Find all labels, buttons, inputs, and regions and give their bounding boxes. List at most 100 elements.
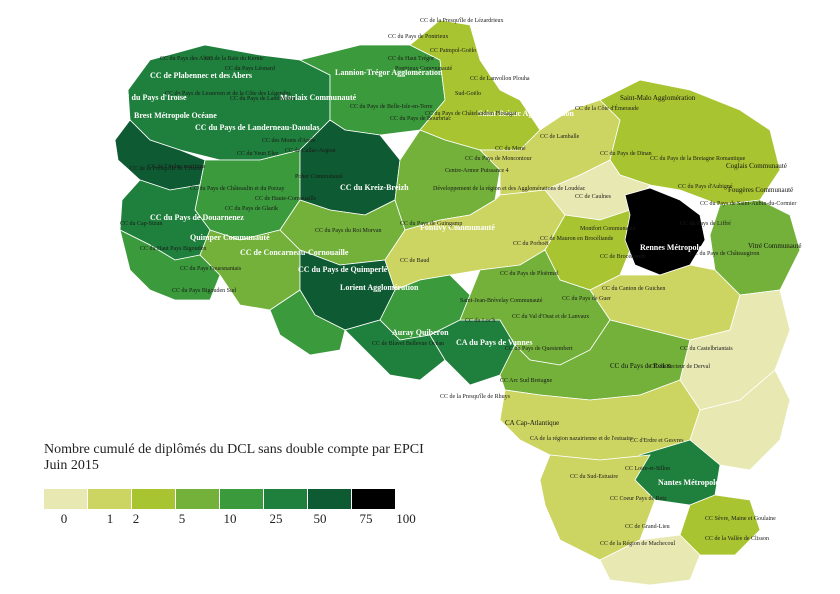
region-label: Pontivy Communauté <box>420 223 495 232</box>
region-label: CC de la Presqu'île de Rhuys <box>440 394 511 400</box>
region-label: CC du Castelbriantais <box>680 346 733 352</box>
region-label: CC de Plabennec et des Abers <box>150 71 252 80</box>
region-label: Fougères Communauté <box>728 186 793 194</box>
legend-tick: 75 <box>359 511 373 526</box>
legend-tick: 2 <box>132 511 140 526</box>
region-label: Lorient Agglomération <box>340 283 419 292</box>
region <box>599 534 701 586</box>
legend-tick: 5 <box>178 511 186 526</box>
legend-swatch <box>264 489 308 509</box>
region-label: CC de Haute-Cornouaille <box>255 196 317 202</box>
legend-tick: 100 <box>396 511 416 526</box>
region-label: Développement de la région et des Agglom… <box>433 186 586 192</box>
region-label: CC du Cap-Sizun <box>120 221 162 227</box>
region-label: CC du Pays Bigouden Sud <box>172 288 236 294</box>
region-label: CC du Pays de Glazik <box>225 206 278 212</box>
region-label: Pontrieux Communauté <box>395 66 452 72</box>
region-label: CC du Sud-Estuaire <box>570 474 618 480</box>
legend-swatch <box>352 489 396 509</box>
legend-swatch <box>176 489 220 509</box>
region-label: CC du Pays de Guingamp <box>400 221 462 227</box>
region-label: CC des Monts d'Arrée <box>262 138 316 144</box>
legend-subtitle: Juin 2015 <box>44 458 99 473</box>
region-label: CC de Callac-Argoat <box>285 148 336 154</box>
region-label: CC de Lanvollon Plouha <box>470 76 530 82</box>
region-label: CC du Pays de Moncontour <box>465 156 532 162</box>
region-label: Centre-Armor Puissance 4 <box>445 168 509 174</box>
region-label: Saint-Brieuc Agglomération <box>478 109 574 118</box>
region-label: CC de Caulnes <box>575 194 612 200</box>
region-label: Nantes Métropole <box>658 478 719 487</box>
region-label: CC de la Côte d'Émeraude <box>575 104 639 112</box>
region-label: CC de la Presqu'île de Crozon <box>130 166 202 172</box>
legend-swatch <box>88 489 132 509</box>
legend-tick: 50 <box>313 511 327 526</box>
region-label: CC de Mauron en Brocéliande <box>540 236 614 242</box>
region-label: CC du Pays de Lesneven et de la Côte des… <box>165 91 291 97</box>
region-label: CC Paimpol-Goëlo <box>430 48 476 54</box>
region-label: Vitré Communauté <box>748 242 801 250</box>
region-label: CC de Grand-Lieu <box>625 524 670 530</box>
region-label: CC du Pays de Landivisiau <box>230 96 295 102</box>
region-label: CC du Pays de Bourbriac <box>390 116 451 122</box>
region-label: CC de Lamballe <box>540 134 580 140</box>
region-label: CC du Pays de Questembert <box>505 346 573 352</box>
region-label: CC du Pays de Douarnenez <box>150 213 244 222</box>
legend-swatch <box>132 489 176 509</box>
region-label: Rennes Métropole <box>640 243 703 252</box>
region-label: Saint-Jean-Brévelay Communauté <box>460 298 543 304</box>
region-label: CC du Pays d'Iroise <box>118 93 187 102</box>
region <box>269 289 346 356</box>
region-label: CC du Pays de Guer <box>562 296 611 302</box>
region-label: CC du Canton de Guichen <box>602 286 665 292</box>
legend-title: Nombre cumulé de diplômés du DCL sans do… <box>44 442 424 457</box>
region-label: Saint-Malo Agglomération <box>620 94 696 102</box>
region-label: CC du Mené <box>495 146 526 152</box>
region-label: CC du Pays de Saint-Aubin-du-Cormier <box>700 201 796 207</box>
region-label: CC du Pays de Ploërmel <box>500 271 559 277</box>
legend-swatch <box>220 489 264 509</box>
region <box>344 319 446 381</box>
region-label: CC Loire-et-Sillon <box>625 466 670 472</box>
region-label: CC de Baud <box>400 258 429 264</box>
region-label: CC de la Vallée de Clisson <box>705 536 769 542</box>
region-label: Auray Quiberon <box>392 328 449 337</box>
region-label: CC de la Baie du Kernic <box>205 56 264 62</box>
region-label: CC du Haut Pays Bigouden <box>140 246 206 252</box>
region-label: CC du Secteur de Derval <box>650 364 710 370</box>
region-label: CC de Brocéliande <box>600 254 646 260</box>
region-label: CC de Blavet Bellevue Océan <box>372 341 444 347</box>
region-label: CC du Pays de Dinan <box>600 151 652 157</box>
region-label: CC du Pays de Belle-Isle-en-Terre <box>350 104 433 110</box>
region-label: CC du Haut Trégor <box>388 56 434 62</box>
legend: Nombre cumulé de diplômés du DCL sans do… <box>44 442 424 531</box>
region-label: CC du Pays de Liffré <box>680 220 731 227</box>
region-label: Quimper Communauté <box>190 233 270 242</box>
legend-tick: 10 <box>223 511 237 526</box>
region-label: CC du Yeun Elez <box>237 151 279 157</box>
region-label: CC du Pays de Pontrieux <box>388 34 448 40</box>
legend-tick: 0 <box>60 511 68 526</box>
region-label: CA du Pays de Vannes <box>456 338 532 347</box>
region-label: Sud-Goëlo <box>455 91 481 97</box>
region-label: CC du Kreiz-Breizh <box>340 183 409 192</box>
region-label: Morlaix Communauté <box>280 93 357 102</box>
region-label: CA Cap-Atlantique <box>505 419 559 427</box>
region-label: CC du Pays de Landerneau-Daoulas <box>195 123 319 132</box>
region-label: CC du Loc'h <box>465 318 495 324</box>
region-label: CC du Pays de Châteaugiron <box>690 251 759 257</box>
region-label: Montfort Communauté <box>580 225 636 232</box>
region-label: CC Sèvre, Maine et Goulaine <box>705 516 776 522</box>
region <box>624 187 706 276</box>
region-label: CC de l'Aulne maritime <box>148 164 206 170</box>
legend-ticks: 0 1 2 5 10 25 50 75 100 <box>44 511 424 531</box>
legend-swatches <box>44 489 424 509</box>
region-label: CC Arc Sud Bretagne <box>500 378 552 384</box>
region-label: CC d'Erdre et Gesvres <box>630 438 684 444</box>
region-label: CC du Pays du Roi Morvan <box>315 228 382 234</box>
region-label: CC du Pays des Abers <box>160 56 214 62</box>
region-label: CC du Porhoët <box>513 241 549 247</box>
region-label: CC du Val d'Oust et de Lanvaux <box>512 314 589 320</box>
